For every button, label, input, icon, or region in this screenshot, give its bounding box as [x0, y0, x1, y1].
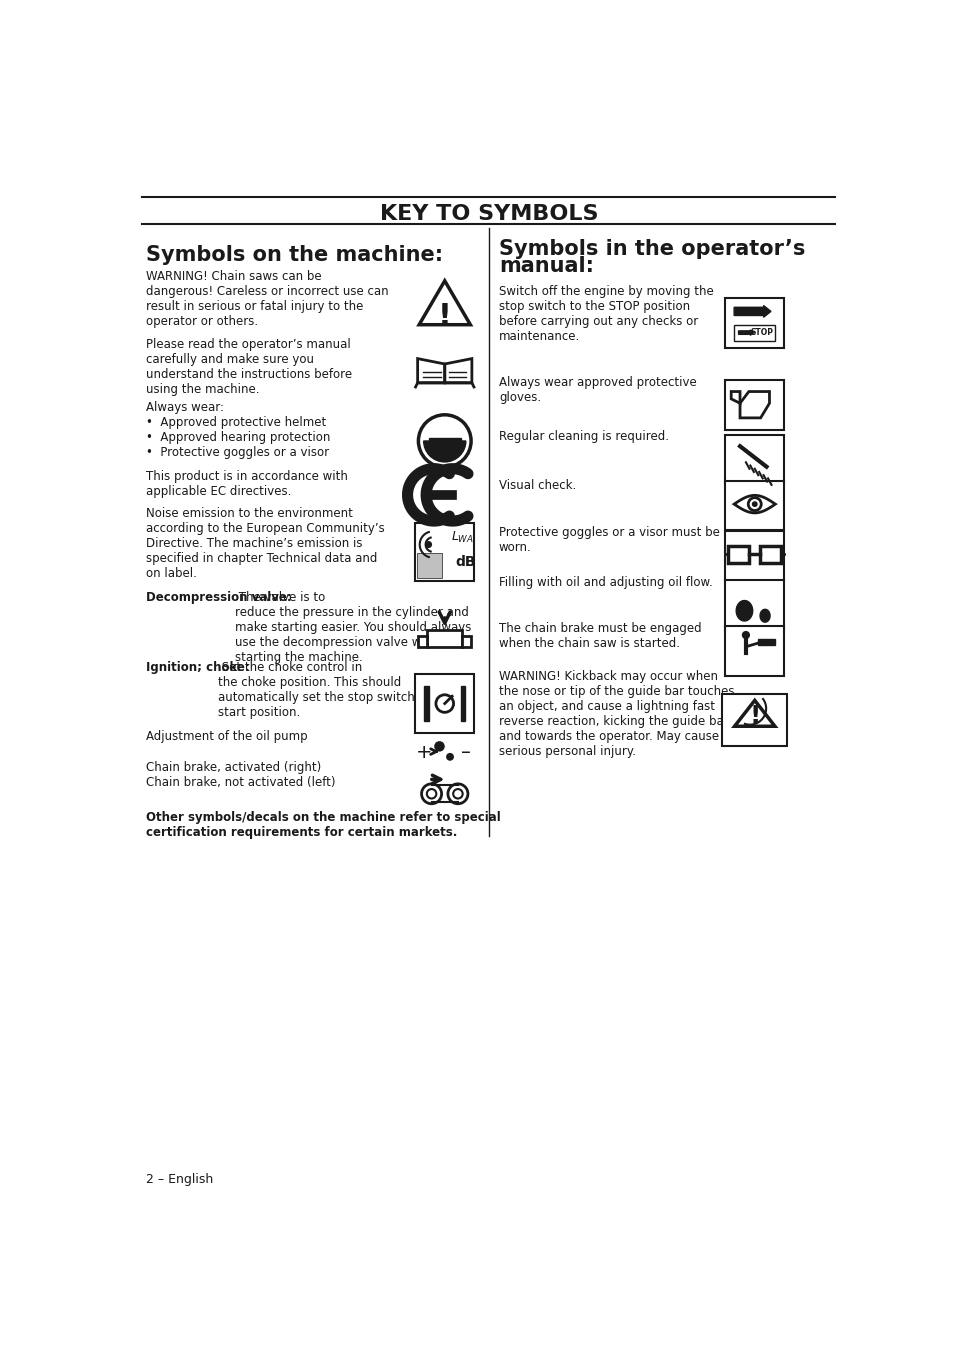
Bar [460, 685, 465, 721]
Bar [734, 324, 775, 341]
Text: dB: dB [455, 556, 475, 569]
Bar [415, 675, 474, 733]
Text: !: ! [437, 301, 451, 331]
Bar [427, 630, 462, 648]
Bar [721, 694, 786, 746]
Text: The chain brake must be engaged
when the chain saw is started.: The chain brake must be engaged when the… [498, 622, 700, 650]
Bar [760, 546, 781, 562]
Bar [417, 635, 427, 648]
Text: Ignition; choke:: Ignition; choke: [146, 661, 250, 675]
Text: STOP: STOP [750, 329, 773, 337]
Text: Noise emission to the environment
according to the European Community’s
Directiv: Noise emission to the environment accord… [146, 507, 385, 580]
Bar [727, 546, 749, 562]
Text: Adjustment of the oil pump: Adjustment of the oil pump [146, 730, 308, 742]
Text: Visual check.: Visual check. [498, 480, 576, 492]
Bar [415, 523, 474, 581]
Text: Other symbols/decals on the machine refer to special
certification requirements : Other symbols/decals on the machine refe… [146, 811, 500, 840]
Text: Filling with oil and adjusting oil flow.: Filling with oil and adjusting oil flow. [498, 576, 712, 588]
Circle shape [751, 502, 757, 507]
Text: Always wear approved protective
gloves.: Always wear approved protective gloves. [498, 376, 696, 403]
Text: WARNING! Kickback may occur when
the nose or tip of the guide bar touches
an obj: WARNING! Kickback may occur when the nos… [498, 671, 747, 758]
Bar [724, 531, 783, 580]
FancyArrow shape [738, 330, 753, 335]
Bar [724, 434, 783, 484]
Bar [424, 685, 428, 721]
Text: Set the choke control in
the choke position. This should
automatically set the s: Set the choke control in the choke posit… [217, 661, 453, 719]
Bar [724, 580, 783, 630]
Bar [724, 299, 783, 347]
Text: Always wear:
•  Approved protective helmet
•  Approved hearing protection
•  Pro: Always wear: • Approved protective helme… [146, 402, 331, 458]
Text: Switch off the engine by moving the
stop switch to the STOP position
before carr: Switch off the engine by moving the stop… [498, 285, 713, 343]
Text: Decompression valve:: Decompression valve: [146, 591, 292, 604]
Bar [724, 481, 783, 530]
Polygon shape [736, 600, 752, 621]
Bar [416, 553, 441, 579]
Text: WARNING! Chain saws can be
dangerous! Careless or incorrect use can
result in se: WARNING! Chain saws can be dangerous! Ca… [146, 270, 389, 329]
Wedge shape [423, 441, 465, 462]
Text: Protective goggles or a visor must be
worn.: Protective goggles or a visor must be wo… [498, 526, 720, 554]
Circle shape [434, 741, 444, 752]
Text: Please read the operator’s manual
carefully and make sure you
understand the ins: Please read the operator’s manual carefu… [146, 338, 352, 396]
Text: !: ! [748, 703, 760, 727]
Text: $L_{WA}$: $L_{WA}$ [450, 530, 473, 545]
Bar [757, 639, 775, 645]
Text: manual:: manual: [498, 256, 594, 276]
Text: Regular cleaning is required.: Regular cleaning is required. [498, 430, 668, 443]
Text: Symbols on the machine:: Symbols on the machine: [146, 246, 443, 265]
Text: KEY TO SYMBOLS: KEY TO SYMBOLS [379, 204, 598, 224]
Text: This product is in accordance with
applicable EC directives.: This product is in accordance with appli… [146, 470, 348, 499]
Text: +: + [415, 744, 432, 763]
Text: 2 – English: 2 – English [146, 1174, 213, 1186]
Circle shape [425, 541, 432, 548]
Text: Chain brake, activated (right)
Chain brake, not activated (left): Chain brake, activated (right) Chain bra… [146, 761, 335, 790]
Text: The valve is to
reduce the pressure in the cylinder and
make starting easier. Yo: The valve is to reduce the pressure in t… [235, 591, 472, 664]
FancyArrow shape [734, 306, 770, 318]
Circle shape [741, 631, 749, 639]
Circle shape [446, 753, 454, 761]
Bar [724, 380, 783, 430]
Bar [724, 626, 783, 676]
Bar [462, 635, 471, 648]
Bar [429, 438, 460, 448]
Text: Symbols in the operator’s: Symbols in the operator’s [498, 239, 804, 260]
Polygon shape [760, 610, 769, 622]
Text: –: – [460, 744, 470, 763]
